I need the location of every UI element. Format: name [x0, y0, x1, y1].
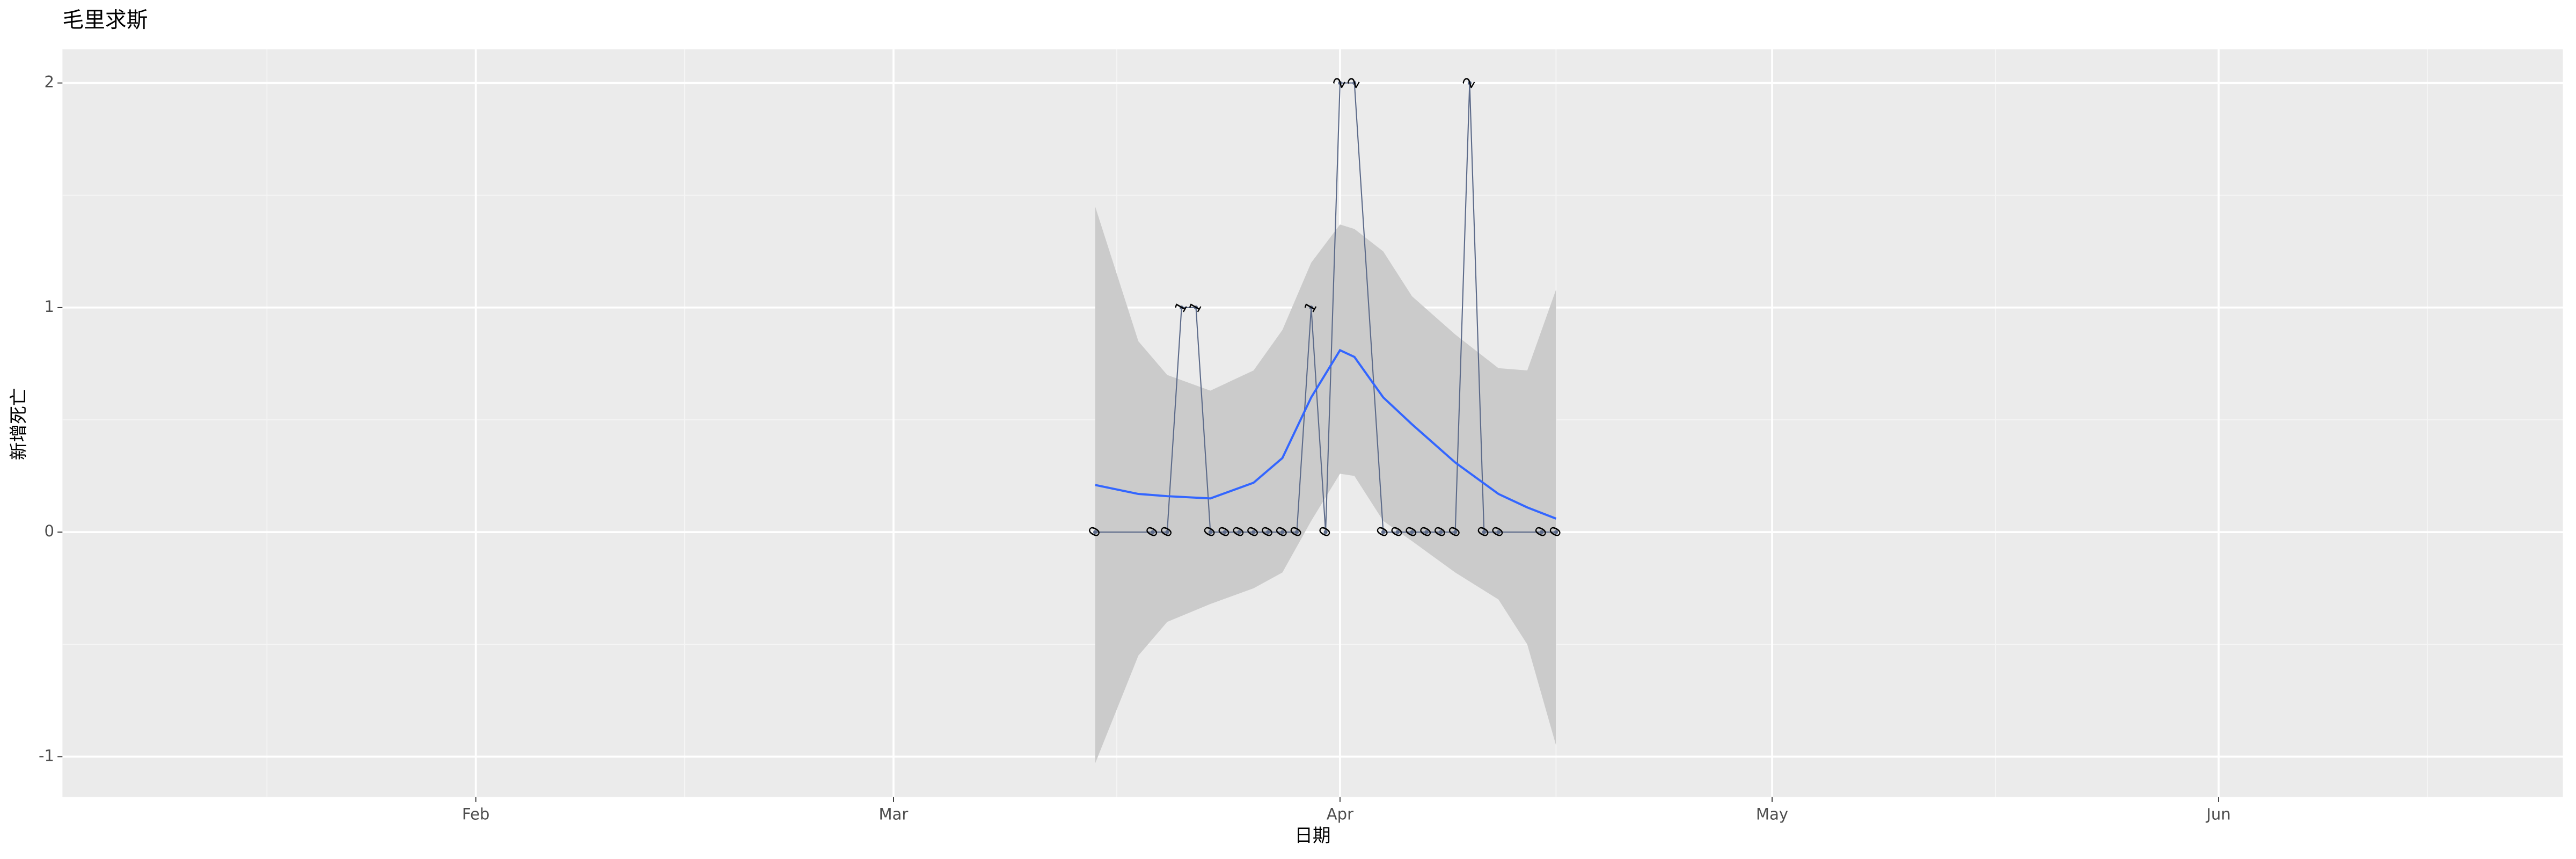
- x-tick-label: May: [1756, 805, 1788, 823]
- data-point: [1554, 530, 1558, 534]
- data-point: [1482, 530, 1486, 534]
- smooth-line: [1095, 348, 1557, 520]
- x-tick-label: Jun: [2205, 805, 2230, 823]
- data-point: [1266, 530, 1270, 534]
- data-point: [1180, 305, 1184, 310]
- x-tick-label: Apr: [1327, 805, 1353, 823]
- data-point: [1453, 530, 1458, 534]
- data-point: [1352, 81, 1357, 85]
- data-point: [1194, 305, 1198, 310]
- y-axis-title: 新增死亡: [8, 388, 29, 460]
- x-axis-title: 日期: [1294, 825, 1330, 846]
- data-point: [1252, 530, 1256, 534]
- data-point: [1439, 530, 1443, 534]
- data-point: [1410, 530, 1414, 534]
- data-point: [1338, 81, 1342, 85]
- data-point: [1381, 530, 1386, 534]
- y-tick-label: 0: [45, 522, 55, 540]
- data-point: [1165, 530, 1169, 534]
- data-point: [1539, 530, 1544, 534]
- confidence-band: [1095, 206, 1556, 763]
- data-point: [1309, 305, 1313, 310]
- data-point: [1093, 530, 1097, 534]
- data-point: [1323, 530, 1328, 534]
- data-point: [1467, 81, 1472, 85]
- y-tick-label: 2: [45, 73, 55, 91]
- y-tick-label: 1: [45, 297, 55, 316]
- data-point: [1294, 530, 1299, 534]
- data-point: [1395, 530, 1400, 534]
- x-tick-label: Feb: [462, 805, 489, 823]
- data-point: [1424, 530, 1429, 534]
- data-point: [1496, 530, 1501, 534]
- data-point: [1237, 530, 1241, 534]
- data-point: [1208, 530, 1213, 534]
- data-point: [1280, 530, 1285, 534]
- chart-title: 毛里求斯: [62, 8, 148, 32]
- x-tick-label: Mar: [879, 805, 908, 823]
- data-point: [1223, 530, 1227, 534]
- data-point: [1151, 530, 1155, 534]
- y-tick-label: -1: [39, 746, 54, 765]
